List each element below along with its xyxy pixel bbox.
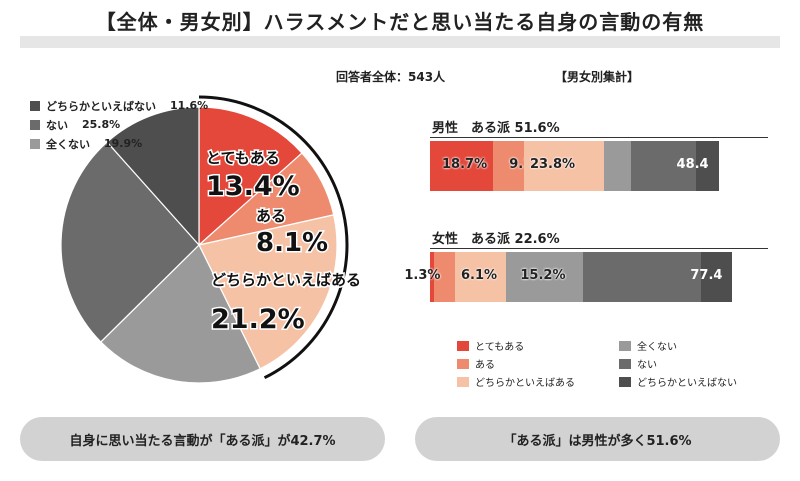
legend-swatch	[457, 340, 469, 351]
bar-legend-item: ある	[457, 356, 495, 371]
pie-slice	[106, 106, 200, 247]
bar-segment	[430, 252, 435, 302]
pie-legend-item: どちらかといえばない 11.6%	[30, 96, 208, 115]
pie-legend-item: 全くない 19.9%	[30, 134, 208, 153]
bar-segment: 48.4	[677, 141, 719, 191]
bar-legend-item: とてもある	[457, 338, 524, 353]
bar-segment: 1.3%	[404, 252, 455, 302]
by-gender-label: 【男女別集計】	[555, 70, 640, 84]
bar-data-label: 18.7%	[442, 157, 488, 172]
legend-swatch	[619, 340, 631, 351]
legend-value: 11.6%	[170, 99, 209, 112]
female-bar-header: 女性 ある派 22.6%	[430, 228, 768, 249]
legend-swatch	[457, 376, 469, 387]
pie-legend-item: ない 25.8%	[30, 115, 208, 134]
legend-swatch	[457, 358, 469, 369]
female-bar-block: 女性 ある派 22.6% 1.3% 6.1% 15.2% 77.4	[404, 228, 768, 302]
pie-legend: どちらかといえばない 11.6% ない 25.8% 全くない 19.9%	[30, 96, 208, 153]
summary-pill-left: 自身に思い当たる言動が「ある派」が42.7%	[20, 417, 385, 461]
bar-segment	[631, 141, 697, 191]
legend-value: 25.8%	[82, 118, 121, 131]
bar-segment: 77.4	[690, 252, 733, 302]
bar-segment: 18.7%	[430, 141, 494, 191]
bar-data-label: 23.8%	[529, 157, 576, 172]
summary-pill-right: 「ある派」は男性が多く51.6%	[415, 417, 780, 461]
bar-data-label: 15.2%	[520, 268, 566, 283]
bar-segment: 15.2%	[506, 252, 583, 302]
bar-segment	[582, 252, 701, 302]
male-bar-header: 男性 ある派 51.6%	[430, 117, 768, 138]
legend-label: とてもある	[475, 342, 525, 353]
legend-value: 19.9%	[104, 137, 143, 150]
legend-swatch	[619, 376, 631, 387]
highlight-arc	[198, 95, 349, 380]
bar-data-label: 77.4	[690, 268, 723, 283]
legend-label: どちらかといえばない	[46, 99, 156, 113]
slice-value: 13.4%	[206, 171, 300, 202]
male-bar-block: 男性 ある派 51.6% 18.7% 9.1%23.8% 48.4	[430, 117, 768, 191]
bar-legend-item: どちらかといえばある	[457, 374, 575, 389]
slice-value: 21.2%	[211, 304, 305, 335]
legend-label: どちらかといえばない	[637, 378, 737, 389]
legend-label: どちらかといえばある	[475, 378, 575, 389]
bar-segment: 23.8%	[523, 141, 605, 191]
legend-label: ない	[637, 360, 657, 371]
legend-swatch	[619, 358, 631, 369]
bar-data-label: 6.1%	[461, 268, 498, 283]
legend-label: ない	[46, 118, 68, 132]
male-stacked-bar: 18.7% 9.1%23.8% 48.4	[430, 141, 768, 191]
female-stacked-bar: 1.3% 6.1% 15.2% 77.4	[404, 252, 768, 302]
legend-label: 全くない	[46, 137, 90, 151]
bar-data-label: 48.4	[676, 157, 709, 172]
slice-value: 8.1%	[256, 228, 328, 258]
bar-segment: 6.1%	[455, 252, 507, 302]
bar-data-label: 1.3%	[404, 268, 441, 283]
legend-label: ある	[475, 360, 495, 371]
chart-title: 【全体・男女別】ハラスメントだと思い当たる自身の言動の有無	[95, 10, 705, 34]
slice-label: ある	[256, 207, 286, 225]
legend-swatch	[30, 138, 40, 149]
legend-swatch	[30, 119, 40, 130]
bar-segment: 9.1%	[493, 141, 545, 191]
legend-label: 全くない	[637, 342, 677, 353]
pie-slice	[60, 141, 200, 343]
legend-swatch	[30, 100, 40, 111]
bar-legend-item: 全くない	[619, 338, 677, 353]
respondents-label: 回答者全体：543人	[336, 70, 446, 84]
bar-legend-item: どちらかといえばない	[619, 374, 737, 389]
pie-slice	[198, 214, 338, 370]
bar-legend-item: ない	[619, 356, 657, 371]
title-underline-bar	[20, 36, 780, 48]
pie-slice	[198, 106, 303, 247]
slice-label: どちらかといえばある	[211, 271, 361, 289]
pie-slice	[99, 243, 261, 384]
slice-label: とてもある	[206, 149, 280, 167]
bar-segment	[604, 141, 632, 191]
